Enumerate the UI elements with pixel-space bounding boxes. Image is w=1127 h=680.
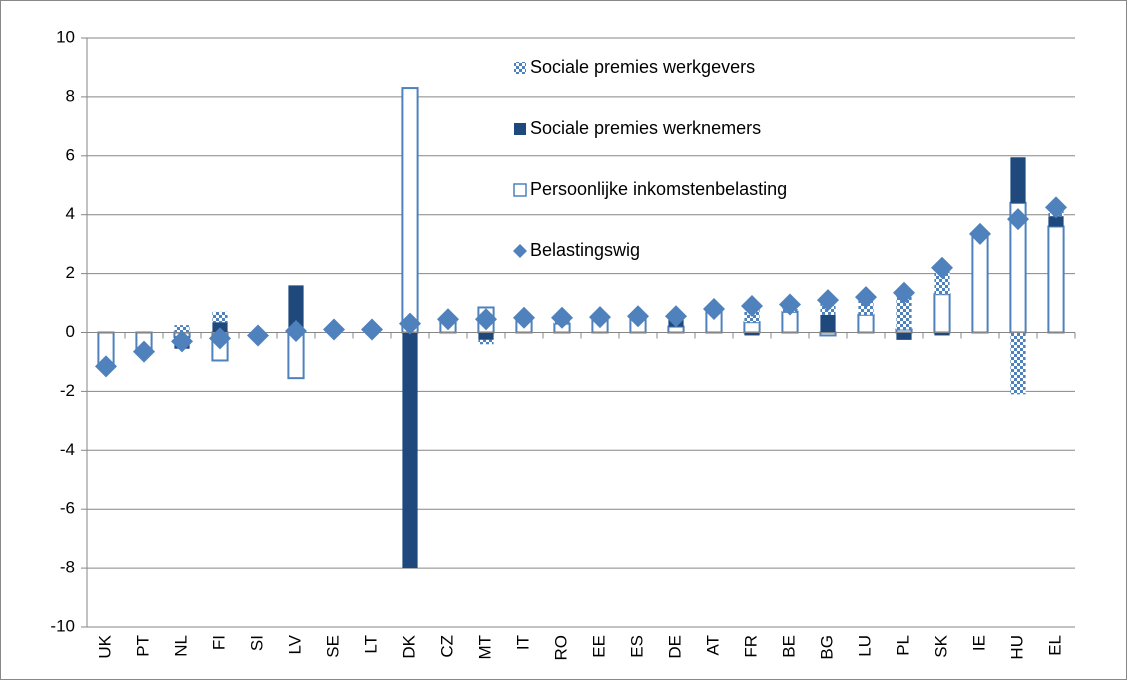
diamond-marker [627, 305, 649, 328]
bar-segment [934, 332, 950, 336]
y-tick-label: -8 [60, 558, 75, 577]
x-tick-label: HU [1007, 635, 1026, 660]
x-tick-label: FR [741, 635, 760, 658]
x-tick-label: LT [361, 635, 380, 654]
x-tick-label: EE [589, 635, 608, 658]
y-tick-label: 8 [66, 86, 75, 105]
bar-segment [288, 285, 304, 333]
diamond-marker [703, 297, 725, 320]
x-tick-label: PT [133, 635, 152, 657]
legend-label: Persoonlijke inkomstenbelasting [530, 179, 787, 199]
legend-label: Belastingswig [530, 240, 640, 260]
bar-segment [820, 314, 836, 333]
diamond-marker [285, 320, 307, 343]
x-tick-label: SK [931, 634, 950, 657]
diamond-marker [171, 330, 193, 353]
y-tick-label: -10 [50, 616, 75, 635]
bar-segment [402, 332, 418, 569]
diamond-marker [399, 312, 421, 335]
bar-segment [401, 87, 419, 334]
diamond-marker [741, 294, 763, 317]
y-tick-label: 2 [66, 263, 75, 282]
legend-marker [513, 244, 527, 258]
x-tick-label: IT [513, 635, 532, 650]
diamond-marker [361, 318, 383, 341]
x-tick-label: DK [399, 634, 418, 658]
bar-segment [743, 321, 761, 334]
bar-segment [1048, 216, 1064, 227]
diamond-marker [817, 289, 839, 312]
diamond-marker [1007, 208, 1029, 231]
diamond-marker [779, 293, 801, 316]
diamond-marker [855, 286, 877, 309]
bar-segment [212, 311, 228, 323]
diamond-marker [133, 340, 155, 363]
legend-marker [514, 62, 526, 74]
y-tick-label: 0 [66, 322, 75, 341]
bar-segment [478, 339, 494, 345]
bar-segment [478, 332, 494, 340]
x-tick-label: EL [1045, 635, 1064, 656]
x-tick-label: UK [95, 634, 114, 658]
x-tick-label: SI [247, 635, 266, 651]
diamond-marker [893, 281, 915, 304]
x-tick-label: BE [779, 635, 798, 658]
bar-segment [667, 325, 685, 334]
bar-segment [744, 332, 760, 336]
bar-segment [1010, 332, 1026, 395]
bar-segment [896, 332, 912, 340]
x-tick-label: PL [893, 635, 912, 656]
diamond-marker [665, 305, 687, 328]
x-tick-label: BG [817, 635, 836, 660]
bar-segment [174, 325, 190, 333]
y-tick-label: 4 [66, 204, 75, 223]
x-tick-label: SE [323, 635, 342, 658]
diamond-marker [475, 308, 497, 331]
y-tick-label: 10 [56, 27, 75, 46]
legend-label: Sociale premies werknemers [530, 118, 761, 138]
diamond-marker [551, 306, 573, 329]
diamond-marker [589, 306, 611, 329]
x-tick-label: RO [551, 635, 570, 661]
diamond-marker [513, 306, 535, 329]
x-tick-label: NL [171, 635, 190, 657]
x-tick-label: LU [855, 635, 874, 657]
bar-segment [857, 313, 875, 334]
y-tick-label: -6 [60, 499, 75, 518]
diamond-marker [437, 308, 459, 331]
diamond-marker [323, 318, 345, 341]
x-tick-label: ES [627, 635, 646, 658]
diamond-marker [247, 324, 269, 347]
bar-segment [1010, 157, 1026, 203]
x-tick-label: IE [969, 635, 988, 651]
diamond-marker [209, 327, 231, 350]
y-tick-label: -4 [60, 440, 75, 459]
bar-segment [1047, 225, 1065, 334]
bar-segment [971, 232, 989, 334]
diamond-marker [1045, 196, 1067, 219]
diamond-marker [95, 355, 117, 378]
bar-segment [933, 293, 951, 334]
y-tick-label: 6 [66, 145, 75, 164]
x-tick-label: FI [209, 635, 228, 650]
x-tick-label: MT [475, 635, 494, 660]
diamond-marker [931, 256, 953, 279]
x-tick-label: LV [285, 634, 304, 654]
legend-marker [513, 183, 527, 197]
diamond-marker [969, 222, 991, 245]
y-tick-label: -2 [60, 381, 75, 400]
legend-label: Sociale premies werkgevers [530, 57, 755, 77]
x-tick-label: DE [665, 635, 684, 659]
x-tick-label: AT [703, 635, 722, 655]
legend-marker [514, 123, 526, 135]
bar-segment [896, 292, 912, 330]
x-tick-label: CZ [437, 635, 456, 658]
bar-segment [212, 322, 228, 333]
